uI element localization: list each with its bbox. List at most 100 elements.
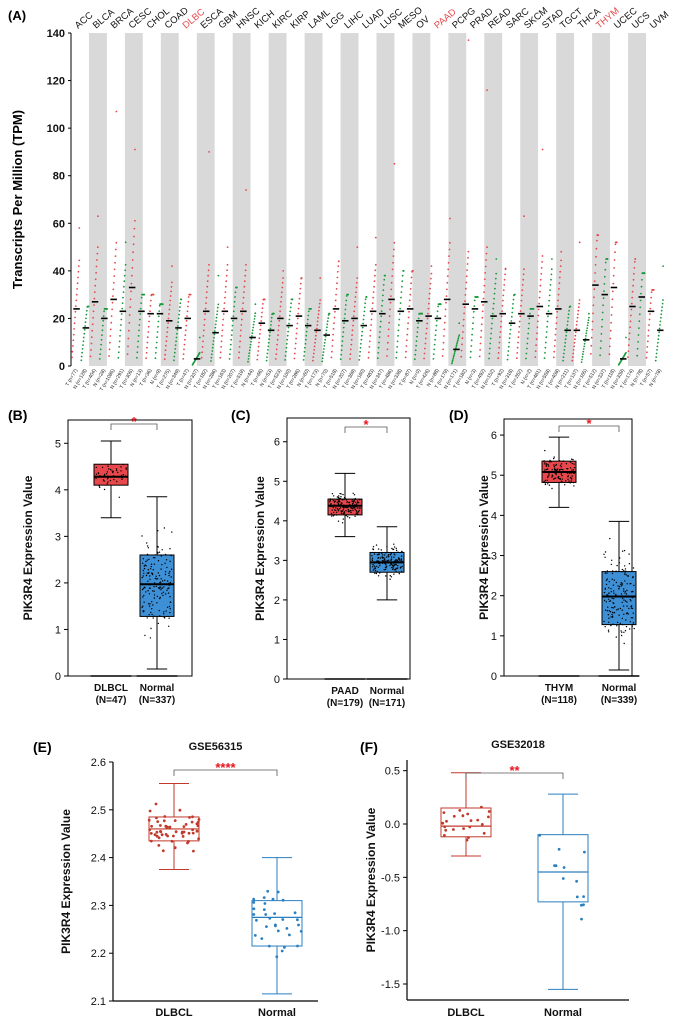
data-point	[456, 341, 459, 343]
data-point	[400, 555, 403, 557]
data-point	[377, 566, 379, 568]
data-point	[156, 578, 159, 580]
data-point	[170, 568, 173, 570]
data-point	[153, 586, 155, 588]
data-point	[99, 348, 102, 351]
data-point	[427, 312, 429, 315]
data-point	[211, 346, 214, 349]
data-point	[391, 275, 394, 277]
data-point	[296, 918, 299, 922]
data-point	[553, 350, 556, 353]
data-point	[472, 316, 475, 319]
data-point	[332, 515, 335, 517]
max-point	[551, 258, 553, 260]
data-point	[113, 275, 116, 277]
data-point	[544, 341, 547, 344]
data-point	[164, 833, 168, 836]
data-point	[114, 261, 116, 264]
data-point	[279, 305, 282, 308]
data-point	[176, 325, 179, 327]
data-point	[317, 313, 320, 316]
data-point	[112, 295, 114, 297]
data-point	[299, 292, 301, 295]
data-point	[150, 611, 152, 614]
data-point	[154, 554, 156, 556]
data-point	[354, 300, 356, 303]
max-point	[180, 298, 183, 301]
data-point	[176, 328, 179, 331]
data-point	[78, 259, 81, 262]
data-point	[149, 578, 151, 580]
data-point	[461, 337, 464, 340]
data-point	[163, 611, 165, 613]
data-point	[342, 509, 344, 511]
data-point	[404, 356, 407, 359]
data-point	[143, 565, 145, 567]
data-point	[345, 510, 347, 512]
data-point	[123, 274, 126, 277]
data-point	[637, 334, 640, 336]
y-tick-label: 0	[59, 361, 65, 373]
data-point	[174, 344, 177, 346]
data-point	[160, 568, 162, 570]
data-point	[93, 304, 95, 306]
data-point	[374, 566, 376, 568]
data-point	[238, 351, 241, 354]
data-point	[144, 587, 146, 589]
data-point	[105, 473, 108, 475]
data-point	[444, 308, 447, 311]
data-point	[353, 504, 356, 506]
data-point	[489, 337, 492, 340]
max-point	[124, 241, 127, 244]
background-band	[124, 33, 143, 366]
data-point	[131, 267, 134, 269]
data-point	[386, 348, 389, 351]
data-point	[250, 340, 252, 343]
data-point	[392, 261, 394, 264]
data-point	[494, 277, 497, 280]
y-tick-label: 1	[55, 624, 61, 636]
data-point	[161, 592, 163, 595]
data-point	[169, 295, 172, 297]
data-point	[159, 615, 161, 617]
data-point	[247, 360, 249, 363]
data-point	[140, 296, 143, 299]
data-point	[113, 478, 115, 481]
data-point	[356, 504, 358, 506]
max-point	[300, 277, 303, 279]
data-point	[143, 572, 145, 574]
y-tick-label: 60	[53, 218, 65, 230]
data-point	[178, 808, 182, 812]
data-point	[580, 917, 583, 921]
data-point	[564, 338, 567, 341]
data-point	[77, 270, 80, 273]
data-point	[168, 572, 170, 574]
data-point	[387, 335, 390, 337]
data-point	[98, 358, 101, 360]
max-point	[430, 265, 433, 267]
data-point	[466, 269, 468, 271]
data-point	[333, 511, 335, 514]
data-point	[268, 916, 272, 920]
data-point	[260, 320, 263, 322]
data-point	[567, 475, 569, 477]
data-point	[578, 302, 581, 305]
data-point	[248, 349, 251, 352]
data-point	[293, 911, 297, 915]
data-point	[384, 554, 386, 556]
data-point	[92, 316, 94, 319]
data-point	[381, 299, 384, 302]
data-point	[299, 929, 303, 933]
max-point	[78, 227, 81, 229]
data-point	[381, 556, 383, 559]
data-point	[483, 284, 486, 287]
data-point	[567, 313, 570, 316]
data-point	[548, 484, 551, 486]
data-point	[495, 272, 498, 275]
data-point	[331, 345, 334, 347]
data-point	[387, 560, 389, 562]
data-point	[178, 309, 181, 312]
data-point	[73, 322, 76, 325]
data-point	[347, 516, 349, 518]
data-point	[452, 814, 456, 818]
